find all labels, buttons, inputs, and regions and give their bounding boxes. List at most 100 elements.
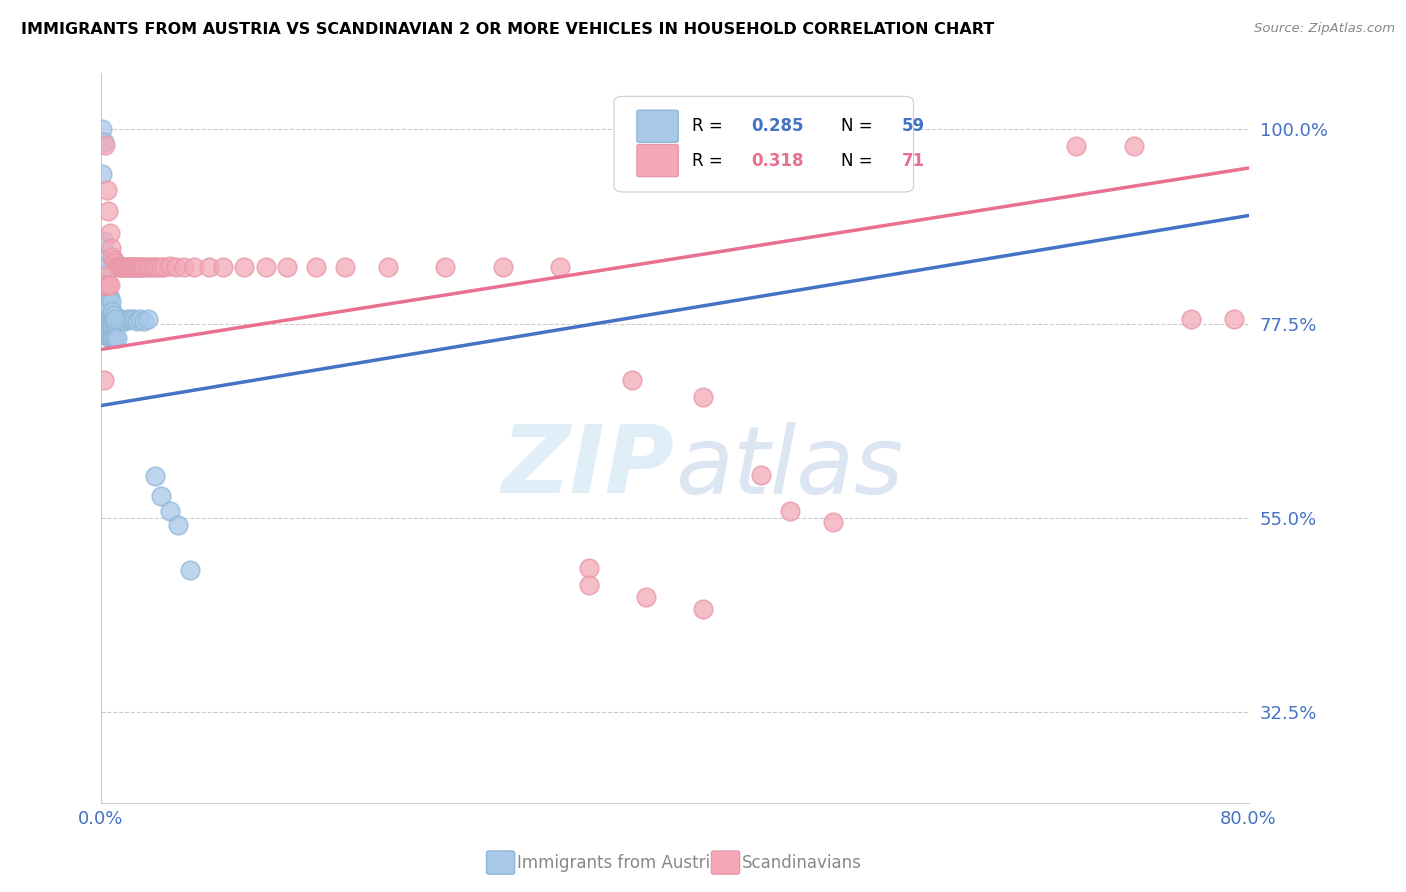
Point [114, 314, 136, 328]
Point [548, 260, 571, 275]
Point [93, 373, 115, 387]
Point [110, 260, 132, 275]
Text: 0.285: 0.285 [752, 117, 804, 136]
Point [104, 256, 127, 270]
Point [128, 260, 150, 275]
Point [128, 312, 150, 326]
Text: N =: N = [841, 117, 879, 136]
Point [1180, 312, 1202, 326]
Point [233, 260, 256, 275]
Point [97, 329, 120, 343]
Point [100, 294, 122, 309]
Point [91, 122, 114, 136]
Point [97, 316, 120, 330]
Text: Source: ZipAtlas.com: Source: ZipAtlas.com [1254, 22, 1395, 36]
Point [100, 312, 122, 326]
Text: 0.318: 0.318 [752, 152, 804, 169]
Point [305, 260, 328, 275]
Point [111, 260, 134, 275]
Point [132, 260, 155, 275]
Point [101, 319, 124, 334]
Text: atlas: atlas [675, 422, 903, 513]
Point [132, 314, 155, 328]
Point [105, 259, 128, 273]
Point [1066, 139, 1088, 153]
Point [115, 260, 138, 275]
Point [749, 467, 772, 482]
Point [1223, 312, 1246, 326]
Point [135, 260, 157, 275]
Point [94, 253, 117, 268]
Point [98, 277, 121, 292]
Point [104, 331, 127, 345]
Point [98, 312, 121, 326]
Point [138, 260, 160, 275]
Point [197, 260, 219, 275]
Point [94, 137, 117, 152]
Point [173, 260, 195, 275]
Point [254, 260, 277, 275]
Point [96, 277, 118, 292]
Text: Immigrants from Austria: Immigrants from Austria [517, 854, 721, 871]
Point [159, 504, 181, 518]
Point [692, 390, 714, 404]
Point [145, 469, 167, 483]
Point [120, 260, 142, 275]
Point [131, 260, 153, 275]
Text: N =: N = [841, 152, 879, 169]
Point [159, 259, 181, 273]
Point [491, 260, 513, 275]
Point [98, 331, 121, 345]
Point [117, 260, 139, 275]
Point [114, 260, 136, 275]
Point [153, 260, 176, 275]
Point [100, 331, 122, 345]
Point [578, 561, 600, 575]
Point [103, 308, 125, 322]
Point [101, 331, 124, 345]
Point [129, 260, 152, 275]
Point [97, 277, 120, 292]
Point [150, 260, 173, 275]
Point [121, 260, 143, 275]
Point [101, 250, 124, 264]
Point [98, 316, 121, 330]
Point [96, 329, 118, 343]
Point [127, 260, 149, 275]
Point [94, 294, 117, 309]
Point [98, 291, 121, 305]
Point [183, 260, 205, 275]
Point [96, 314, 118, 328]
Point [117, 312, 139, 326]
Point [112, 260, 135, 275]
Point [93, 277, 115, 292]
Point [105, 312, 128, 326]
Point [94, 260, 117, 275]
Point [108, 314, 131, 328]
Point [167, 517, 190, 532]
Point [276, 260, 298, 275]
Point [108, 260, 131, 275]
Point [165, 260, 187, 275]
Point [111, 314, 134, 328]
Point [100, 319, 122, 334]
Point [107, 260, 129, 275]
Point [118, 260, 141, 275]
Point [136, 312, 159, 326]
Point [636, 591, 658, 605]
Point [96, 317, 118, 331]
FancyBboxPatch shape [637, 111, 678, 143]
Point [103, 312, 125, 326]
Point [377, 260, 399, 275]
Point [94, 268, 117, 283]
Point [103, 253, 125, 268]
Point [107, 312, 129, 326]
Point [148, 260, 170, 275]
Point [125, 260, 148, 275]
FancyBboxPatch shape [637, 145, 678, 177]
Point [97, 204, 120, 219]
Text: IMMIGRANTS FROM AUSTRIA VS SCANDINAVIAN 2 OR MORE VEHICLES IN HOUSEHOLD CORRELAT: IMMIGRANTS FROM AUSTRIA VS SCANDINAVIAN … [21, 22, 994, 37]
Point [104, 316, 127, 330]
Point [94, 276, 117, 290]
Point [98, 319, 121, 334]
